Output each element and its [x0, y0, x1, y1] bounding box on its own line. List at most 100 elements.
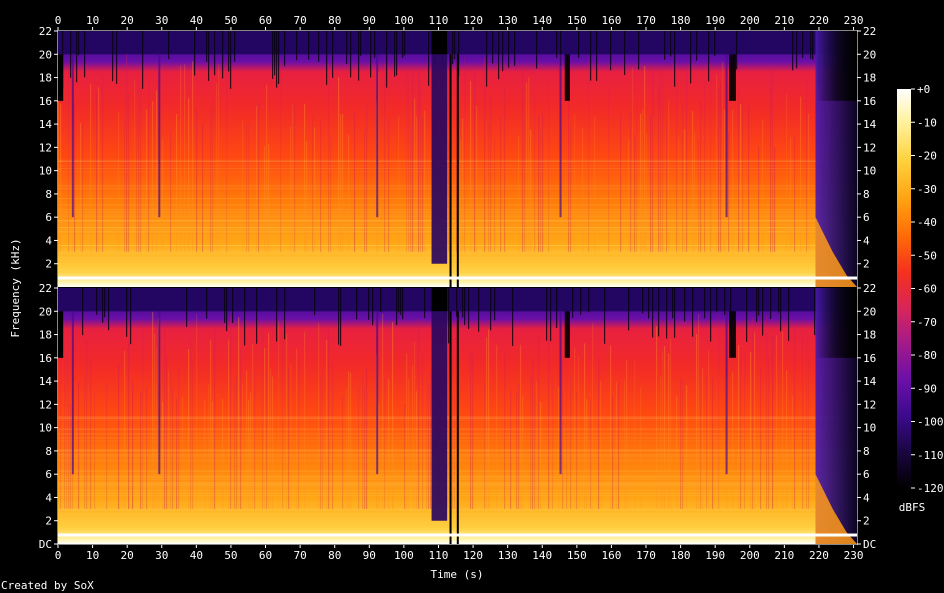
x-tick-label-bottom: 30: [155, 549, 168, 562]
texture-column: [518, 135, 520, 253]
texture-column: [266, 371, 268, 510]
texture-column: [292, 104, 294, 253]
y-tick-label-right: 12: [863, 141, 876, 154]
colorbar-tick-label: -10: [917, 116, 937, 129]
texture-column: [680, 379, 682, 510]
texture-dark-column: [208, 31, 210, 81]
texture-dark-column: [588, 288, 590, 313]
texture-dark-column: [746, 288, 748, 342]
y-tick-label-left: 14: [39, 375, 53, 388]
y-tick-label-left: 16: [39, 352, 52, 365]
texture-column: [210, 340, 212, 510]
quiet-section: [431, 31, 448, 264]
x-tick-label-bottom: 20: [121, 549, 134, 562]
fade-tail-warm: [815, 217, 857, 287]
texture-column: [678, 136, 680, 253]
texture-column: [452, 323, 454, 510]
texture-column: [686, 385, 688, 510]
texture-column: [196, 108, 198, 253]
texture-column: [420, 81, 422, 253]
texture-column: [786, 94, 788, 253]
texture-column: [384, 63, 386, 253]
texture-column: [716, 75, 718, 253]
texture-dark-column: [372, 288, 374, 326]
texture-column: [772, 70, 774, 253]
texture-column: [168, 370, 170, 510]
texture-column: [548, 81, 550, 253]
texture-dark-column: [704, 288, 706, 319]
y-tick-label-left: 20: [39, 305, 52, 318]
texture-dark-column: [778, 288, 780, 313]
y-tick-label-right: 22: [863, 282, 876, 295]
texture-column: [304, 103, 306, 253]
y-tick-label-left: 12: [39, 141, 52, 154]
y-tick-label-left: DC: [39, 538, 52, 551]
y-tick-label-right: 8: [863, 445, 870, 458]
x-tick-label-bottom: 140: [532, 549, 552, 562]
texture-dark-column: [642, 288, 644, 314]
y-tick-label-left: 10: [39, 422, 52, 435]
credit-text: Created by SoX: [1, 579, 94, 592]
quiet-section-top: [431, 288, 448, 312]
texture-column: [422, 119, 424, 253]
texture-column: [718, 314, 720, 510]
dip-column: [71, 311, 74, 475]
texture-column: [582, 127, 584, 253]
texture-dark-column: [796, 31, 798, 69]
texture-column: [192, 61, 194, 253]
texture-dark-column: [78, 31, 80, 56]
dip-column: [559, 54, 562, 218]
x-tick-label-bottom: 0: [55, 549, 62, 562]
texture-column: [494, 140, 496, 253]
texture-dark-column: [112, 31, 114, 82]
texture-column: [272, 376, 274, 510]
texture-dark-column: [696, 31, 698, 61]
texture-dark-column: [692, 288, 694, 337]
texture-column: [262, 327, 264, 510]
texture-dark-column: [402, 31, 404, 58]
colorbar-tick-label: -90: [917, 382, 937, 395]
texture-column: [524, 118, 526, 253]
texture-dark-column: [108, 288, 110, 331]
texture-column: [742, 99, 744, 253]
dip-column: [376, 54, 379, 218]
texture-column: [530, 129, 532, 253]
y-tick-label-left: 4: [45, 491, 52, 504]
y-tick-label-right: DC: [863, 538, 876, 551]
texture-column: [312, 114, 314, 253]
texture-dark-column: [224, 288, 226, 323]
texture-column: [738, 90, 740, 253]
texture-column: [476, 106, 478, 253]
texture-column: [522, 64, 524, 253]
texture-dark-column: [380, 288, 382, 312]
x-tick-label-top: 20: [121, 14, 134, 27]
x-tick-label-bottom: 50: [224, 549, 237, 562]
texture-column: [384, 377, 386, 510]
x-tick-label-bottom: 200: [740, 549, 760, 562]
texture-dark-column: [338, 288, 340, 345]
start-dark: [58, 311, 64, 358]
texture-dark-column: [730, 288, 732, 335]
texture-column: [776, 335, 778, 510]
texture-column: [518, 383, 520, 510]
texture-column: [184, 64, 186, 253]
texture-column: [188, 349, 190, 510]
texture-column: [806, 338, 808, 510]
gap-dark: [729, 54, 736, 101]
texture-column: [408, 378, 410, 510]
texture-column: [770, 74, 772, 253]
texture-column: [676, 396, 678, 510]
texture-dark-column: [812, 31, 814, 60]
texture-column: [706, 375, 708, 510]
y-tick-label-left: 6: [45, 468, 52, 481]
texture-column: [278, 321, 280, 510]
x-tick-label-top: 80: [328, 14, 341, 27]
colorbar-tick-label: -50: [917, 249, 937, 262]
dc-band: [58, 533, 857, 537]
silence-line: [449, 54, 452, 287]
texture-column: [664, 345, 666, 510]
texture-dark-column: [228, 31, 230, 72]
texture-column: [248, 399, 250, 510]
fade-tail-warm: [815, 474, 857, 544]
